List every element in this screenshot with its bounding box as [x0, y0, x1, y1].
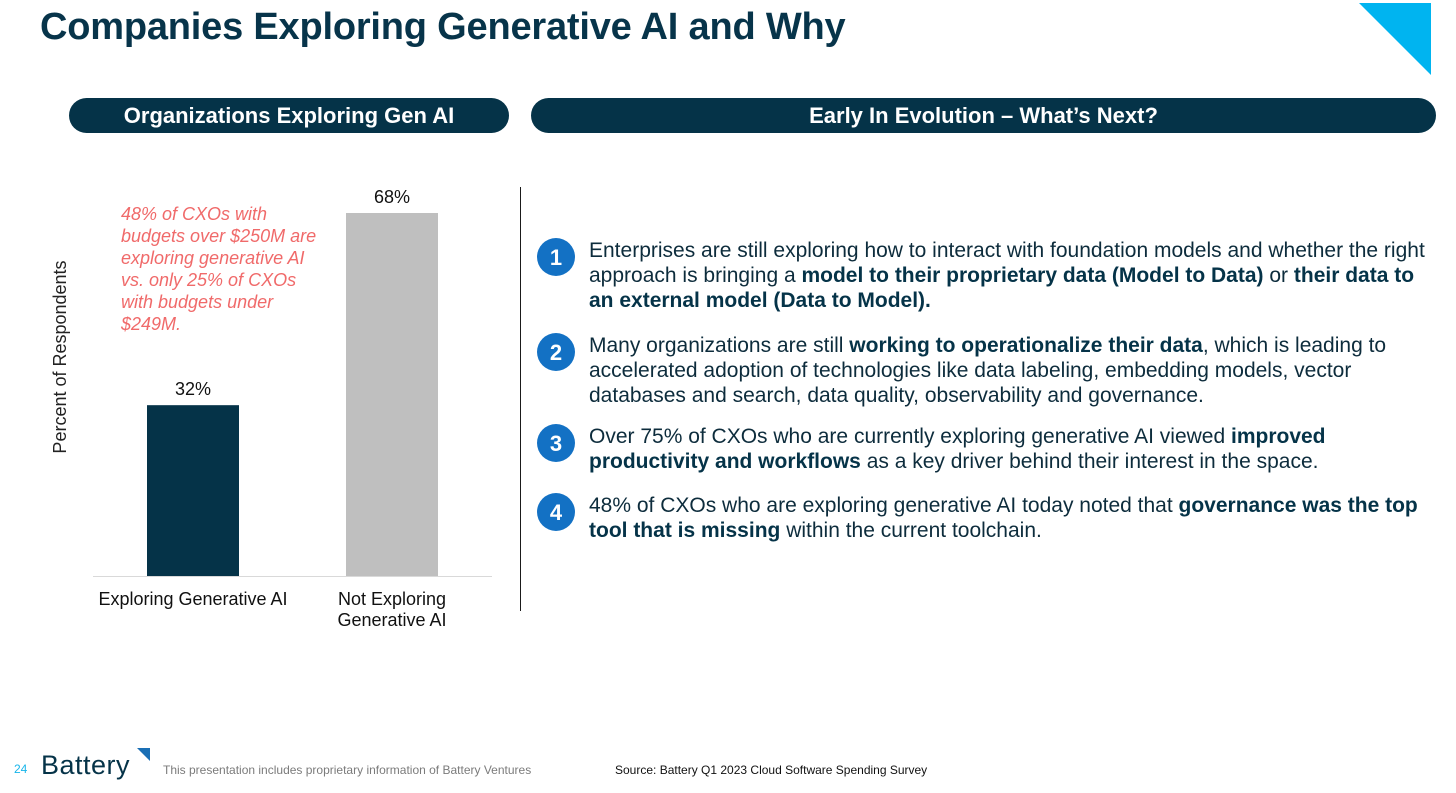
bar-chart: 32% Exploring Generative AI 68% Not Explori…	[93, 187, 492, 630]
insight-text: Enterprises are still exploring how to i…	[589, 239, 1425, 287]
chart-annotation: 48% of CXOs with budgets over $250M are …	[121, 204, 317, 334]
bar-1	[346, 213, 438, 576]
left-panel-header-text: Organizations Exploring Gen AI	[123, 102, 455, 128]
number-badge: 4	[537, 493, 575, 531]
insight-item: 1 Enterprises are still exploring how to…	[537, 238, 1437, 313]
right-panel-header: Early In Evolution – What’s Next?	[531, 98, 1436, 133]
x-tick-label: Exploring Generative AI	[98, 589, 287, 609]
insight-item: 3 Over 75% of CXOs who are currently exp…	[537, 424, 1437, 474]
corner-triangle-mark	[1359, 3, 1431, 75]
insight-text: Many organizations are still	[589, 334, 850, 357]
insight-bold: working to operationalize their data	[849, 334, 1203, 357]
insight-text: , which is leading to accelerated adopti…	[589, 334, 1387, 407]
insight-text: as a key driver behind their interest in…	[860, 450, 1319, 473]
disclaimer: This presentation includes proprietary i…	[163, 763, 532, 777]
insight-text: 48% of CXOs who are exploring generative…	[589, 494, 1179, 517]
x-tick-label: Generative AI	[337, 610, 446, 630]
insight-item: 4 48% of CXOs who are exploring generati…	[537, 493, 1437, 543]
insight-text: within the current toolchain.	[780, 519, 1042, 542]
insight-text: Over 75% of CXOs who are currently explo…	[589, 425, 1231, 448]
number-badge: 1	[537, 238, 575, 276]
bar-data-label: 32%	[175, 379, 211, 399]
insight-text: or	[1263, 264, 1294, 287]
right-panel-header-text: Early In Evolution – What’s Next?	[809, 102, 1158, 128]
insight-bold: their data to an external model (Data to…	[589, 264, 1415, 312]
x-tick-label: Not Exploring	[338, 589, 446, 609]
insight-bold: governance was the top tool that is miss…	[589, 494, 1418, 542]
corner-triangle-shape	[1359, 3, 1431, 75]
insight-bold: model to their proprietary data (Model t…	[801, 264, 1264, 287]
page-number: 24	[14, 762, 28, 776]
logo-flag-icon	[137, 748, 150, 761]
panel-divider	[520, 187, 521, 611]
battery-logo-text: Battery	[41, 750, 131, 780]
bar-0	[147, 405, 239, 576]
insight-bold: improved productivity and workflows	[589, 425, 1326, 473]
slide-title: Companies Exploring Generative AI and Wh…	[40, 6, 846, 48]
number-badge: 2	[537, 333, 575, 371]
number-badge: 3	[537, 424, 575, 462]
insight-list: 1 Enterprises are still exploring how to…	[537, 238, 1437, 543]
source-note: Source: Battery Q1 2023 Cloud Software S…	[615, 763, 928, 777]
left-panel-header: Organizations Exploring Gen AI	[69, 98, 509, 133]
insight-item: 2 Many organizations are still working t…	[537, 333, 1437, 408]
bar-data-label: 68%	[374, 187, 410, 207]
